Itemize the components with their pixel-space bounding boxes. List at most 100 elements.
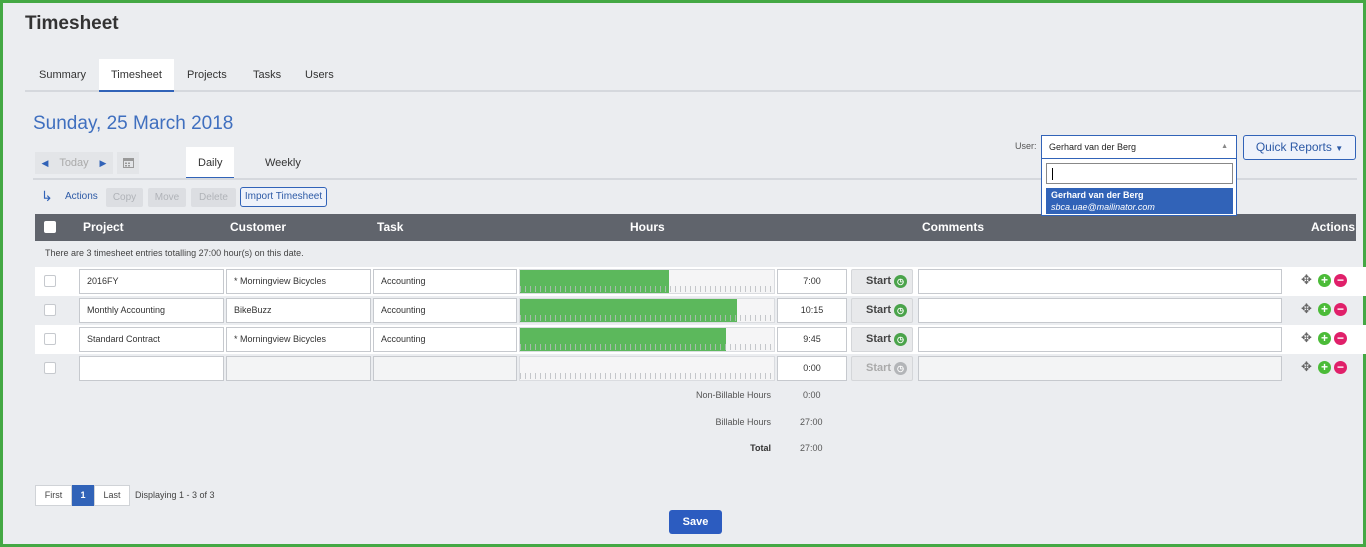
tab-projects[interactable]: Projects [187, 69, 227, 81]
page-title: Timesheet [25, 13, 119, 34]
hours-slider[interactable] [519, 269, 775, 294]
tab-summary[interactable]: Summary [39, 69, 87, 81]
add-row-icon[interactable]: + [1318, 274, 1331, 287]
comment-field[interactable] [918, 356, 1282, 381]
stopwatch-icon: ◷ [894, 333, 907, 346]
select-all-checkbox[interactable] [44, 221, 56, 233]
move-icon[interactable]: ✥ [1301, 330, 1312, 345]
remove-row-icon[interactable]: − [1334, 274, 1347, 287]
comment-field[interactable] [918, 327, 1282, 352]
non-billable-label: Non-Billable Hours [695, 390, 771, 400]
user-label: User: [1015, 141, 1037, 151]
add-row-icon[interactable]: + [1318, 361, 1331, 374]
tab-timesheet[interactable]: Timesheet [99, 59, 174, 92]
view-tab-weekly[interactable]: Weekly [265, 157, 301, 169]
next-day-icon[interactable]: ▶ [93, 152, 113, 174]
hours-field[interactable]: 10:15 [777, 298, 847, 323]
table-row: Standard Contract * Morningview Bicycles… [35, 325, 1366, 354]
page-1-button[interactable]: 1 [72, 485, 94, 506]
remove-row-icon[interactable]: − [1334, 303, 1347, 316]
start-timer-button[interactable]: Start ◷ [851, 327, 913, 352]
customer-field[interactable] [226, 356, 371, 381]
stopwatch-icon: ◷ [894, 275, 907, 288]
task-field[interactable]: Accounting [373, 298, 517, 323]
move-icon[interactable]: ✥ [1301, 301, 1312, 316]
start-timer-button[interactable]: Start ◷ [851, 269, 913, 294]
start-label: Start [866, 275, 892, 287]
date-heading: Sunday, 25 March 2018 [33, 113, 234, 134]
view-tab-daily[interactable]: Daily [186, 147, 235, 179]
customer-field[interactable]: * Morningview Bicycles [226, 269, 371, 294]
hours-slider-ticks [520, 286, 774, 292]
remove-row-icon[interactable]: − [1334, 332, 1347, 345]
user-option-email: sbca.uae@mailinator.com [1051, 202, 1155, 212]
task-field[interactable]: Accounting [373, 269, 517, 294]
actions-label: Actions [65, 191, 98, 202]
task-field[interactable]: Accounting [373, 327, 517, 352]
user-dropdown: Gerhard van der Berg sbca.uae@mailinator… [1041, 158, 1237, 216]
project-field[interactable]: Standard Contract [79, 327, 224, 352]
hours-slider[interactable] [519, 327, 775, 352]
customer-field[interactable]: BikeBuzz [226, 298, 371, 323]
delete-button[interactable]: Delete [191, 188, 236, 207]
hours-field[interactable]: 7:00 [777, 269, 847, 294]
hours-slider[interactable] [519, 356, 775, 381]
pagination-info: Displaying 1 - 3 of 3 [135, 490, 215, 500]
start-timer-button[interactable]: Start ◷ [851, 298, 913, 323]
hours-slider-ticks [520, 344, 774, 350]
quick-reports-button[interactable]: Quick Reports ▼ [1243, 135, 1356, 160]
task-field[interactable] [373, 356, 517, 381]
user-select-value: Gerhard van der Berg [1049, 142, 1137, 152]
entries-summary: There are 3 timesheet entries totalling … [35, 241, 1356, 266]
add-row-icon[interactable]: + [1318, 303, 1331, 316]
start-label: Start [866, 362, 892, 374]
move-icon[interactable]: ✥ [1301, 272, 1312, 287]
row-checkbox[interactable] [44, 333, 56, 345]
add-row-icon[interactable]: + [1318, 332, 1331, 345]
row-actions: ✥ + − [1301, 302, 1361, 318]
table-header: Project Customer Task Hours Comments Act… [35, 214, 1356, 241]
row-checkbox[interactable] [44, 362, 56, 374]
first-page-button[interactable]: First [35, 485, 72, 506]
main-tabs: Summary Timesheet Projects Tasks Users [25, 59, 1361, 92]
customer-field[interactable]: * Morningview Bicycles [226, 327, 371, 352]
col-project: Project [83, 220, 124, 234]
comment-field[interactable] [918, 298, 1282, 323]
tab-users[interactable]: Users [305, 69, 334, 81]
save-button[interactable]: Save [669, 510, 722, 534]
calendar-icon[interactable] [117, 152, 139, 174]
user-option[interactable]: Gerhard van der Berg sbca.uae@mailinator… [1046, 188, 1233, 214]
billable-label: Billable Hours [715, 417, 771, 427]
move-button[interactable]: Move [148, 188, 186, 207]
tab-tasks[interactable]: Tasks [253, 69, 282, 81]
last-page-button[interactable]: Last [94, 485, 130, 506]
today-button[interactable]: Today [55, 152, 93, 174]
remove-row-icon[interactable]: − [1334, 361, 1347, 374]
import-timesheet-button[interactable]: Import Timesheet [240, 187, 327, 207]
comment-field[interactable] [918, 269, 1282, 294]
text-cursor [1052, 168, 1053, 180]
row-checkbox[interactable] [44, 304, 56, 316]
hours-slider[interactable] [519, 298, 775, 323]
project-field[interactable]: Monthly Accounting [79, 298, 224, 323]
copy-button[interactable]: Copy [106, 188, 143, 207]
stopwatch-icon: ◷ [894, 362, 907, 375]
hours-field[interactable]: 0:00 [777, 356, 847, 381]
hours-field[interactable]: 9:45 [777, 327, 847, 352]
row-checkbox[interactable] [44, 275, 56, 287]
user-option-name: Gerhard van der Berg [1051, 190, 1144, 200]
project-field[interactable] [79, 356, 224, 381]
start-timer-button[interactable]: Start ◷ [851, 356, 913, 381]
col-customer: Customer [230, 220, 287, 234]
actions-arrow-icon: ↳ [41, 188, 53, 204]
total-label: Total [750, 443, 771, 453]
hours-slider-ticks [520, 315, 774, 321]
divider [33, 178, 1357, 180]
prev-day-icon[interactable]: ◀ [35, 152, 55, 174]
user-select[interactable]: Gerhard van der Berg ▲ [1041, 135, 1237, 159]
move-icon[interactable]: ✥ [1301, 359, 1312, 374]
project-field[interactable]: 2016FY [79, 269, 224, 294]
user-search-input[interactable] [1046, 163, 1233, 184]
col-task: Task [377, 220, 404, 234]
